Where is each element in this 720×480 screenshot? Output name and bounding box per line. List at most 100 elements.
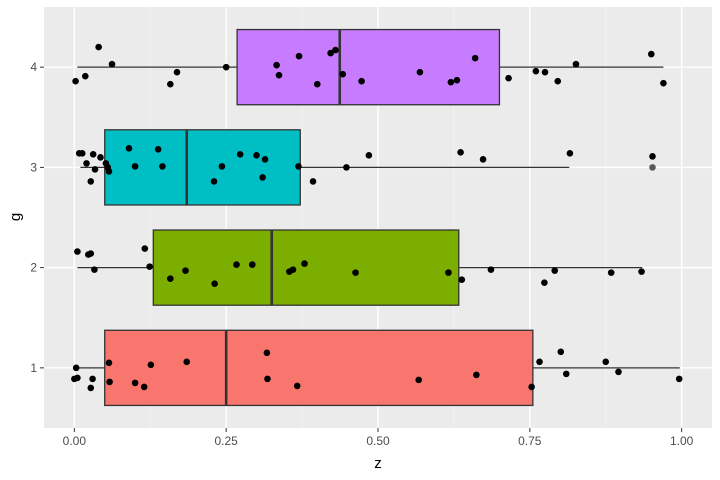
data-point-3 bbox=[236, 151, 244, 158]
data-point-4 bbox=[222, 63, 230, 71]
y-tick-label: 2 bbox=[30, 261, 37, 275]
data-point-3 bbox=[105, 168, 113, 175]
data-point-1 bbox=[264, 375, 271, 383]
x-tick-label: 1.00 bbox=[670, 434, 694, 448]
data-point-2 bbox=[91, 266, 98, 273]
data-point-2 bbox=[167, 275, 174, 282]
data-point-1 bbox=[536, 358, 543, 366]
data-point-2 bbox=[146, 263, 153, 270]
data-point-3 bbox=[295, 163, 302, 170]
data-point-3 bbox=[253, 152, 260, 159]
data-point-4 bbox=[541, 68, 549, 76]
data-point-3 bbox=[479, 156, 487, 163]
data-point-2 bbox=[487, 266, 495, 273]
data-point-2 bbox=[541, 279, 548, 286]
data-point-1 bbox=[562, 370, 570, 378]
data-point-4 bbox=[554, 77, 562, 85]
data-point-2 bbox=[233, 261, 240, 268]
data-point-4 bbox=[72, 77, 79, 85]
data-point-3 bbox=[457, 149, 464, 156]
data-point-1 bbox=[263, 349, 271, 357]
x-axis-title: z bbox=[374, 455, 382, 472]
data-point-3 bbox=[154, 146, 162, 153]
data-point-2 bbox=[445, 269, 452, 276]
data-point-4 bbox=[332, 46, 339, 54]
data-point-1 bbox=[557, 348, 565, 356]
data-point-2 bbox=[551, 267, 559, 274]
data-point-3 bbox=[97, 154, 104, 161]
data-point-2 bbox=[607, 269, 615, 276]
data-point-3 bbox=[87, 178, 95, 185]
data-point-4 bbox=[95, 43, 102, 51]
data-point-1 bbox=[72, 364, 80, 372]
data-point-2 bbox=[141, 245, 149, 252]
data-point-2 bbox=[638, 268, 645, 275]
data-point-4 bbox=[471, 54, 479, 62]
data-point-1 bbox=[106, 378, 113, 386]
data-point-4 bbox=[167, 80, 174, 88]
data-point-1 bbox=[293, 382, 301, 390]
x-tick-label: 0.75 bbox=[518, 434, 542, 448]
data-point-3 bbox=[566, 150, 574, 157]
data-point-1 bbox=[105, 359, 113, 367]
data-point-3 bbox=[309, 178, 317, 185]
data-point-1 bbox=[131, 379, 139, 387]
x-tick-label: 0.00 bbox=[63, 434, 87, 448]
data-point-1 bbox=[528, 383, 535, 391]
data-point-4 bbox=[108, 60, 116, 68]
data-point-4 bbox=[173, 68, 181, 76]
data-point-4 bbox=[453, 76, 461, 84]
data-point-4 bbox=[273, 61, 280, 69]
data-point-1 bbox=[183, 358, 191, 366]
data-point-4 bbox=[339, 70, 347, 78]
data-point-2 bbox=[301, 260, 308, 267]
data-point-2 bbox=[352, 269, 359, 276]
data-point-3 bbox=[261, 156, 269, 163]
data-point-3 bbox=[210, 178, 218, 185]
data-point-1 bbox=[140, 383, 148, 391]
data-point-4 bbox=[572, 60, 580, 68]
data-point-3 bbox=[259, 174, 266, 181]
data-point-4 bbox=[275, 71, 283, 79]
x-tick-label: 0.50 bbox=[366, 434, 390, 448]
x-tick-label: 0.25 bbox=[215, 434, 239, 448]
y-tick-label: 1 bbox=[30, 361, 37, 375]
data-point-4 bbox=[327, 49, 334, 57]
data-point-4 bbox=[647, 50, 655, 58]
data-point-3 bbox=[343, 164, 350, 171]
data-point-1 bbox=[602, 358, 610, 366]
data-point-2 bbox=[87, 250, 95, 257]
data-point-3 bbox=[89, 151, 97, 158]
box-1 bbox=[104, 329, 534, 407]
jitter-points bbox=[71, 43, 683, 392]
data-point-4 bbox=[660, 79, 667, 87]
data-point-4 bbox=[81, 72, 89, 80]
y-axis: 1 2 3 4 bbox=[30, 60, 44, 375]
data-point-4 bbox=[416, 68, 424, 76]
outlier-point bbox=[649, 164, 656, 171]
box-group bbox=[74, 28, 680, 407]
data-point-1 bbox=[473, 371, 480, 379]
data-point-3 bbox=[159, 163, 166, 170]
data-point-2 bbox=[211, 280, 218, 287]
y-tick-label: 3 bbox=[30, 160, 37, 174]
data-point-3 bbox=[131, 163, 139, 170]
data-point-1 bbox=[87, 384, 95, 392]
data-point-2 bbox=[458, 276, 466, 283]
data-point-3 bbox=[125, 145, 133, 152]
data-point-3 bbox=[365, 152, 373, 159]
data-point-1 bbox=[147, 361, 155, 369]
data-point-4 bbox=[505, 74, 512, 82]
data-point-4 bbox=[358, 77, 365, 85]
data-point-3 bbox=[83, 160, 90, 167]
data-point-2 bbox=[182, 267, 189, 274]
x-axis: 0.00 0.25 0.50 0.75 1.00 bbox=[63, 428, 694, 448]
data-point-4 bbox=[532, 67, 540, 75]
data-point-1 bbox=[74, 374, 81, 382]
data-point-4 bbox=[313, 80, 321, 88]
data-point-3 bbox=[78, 150, 86, 157]
data-point-4 bbox=[447, 78, 455, 86]
box-2 bbox=[152, 229, 460, 306]
data-point-4 bbox=[295, 52, 303, 60]
